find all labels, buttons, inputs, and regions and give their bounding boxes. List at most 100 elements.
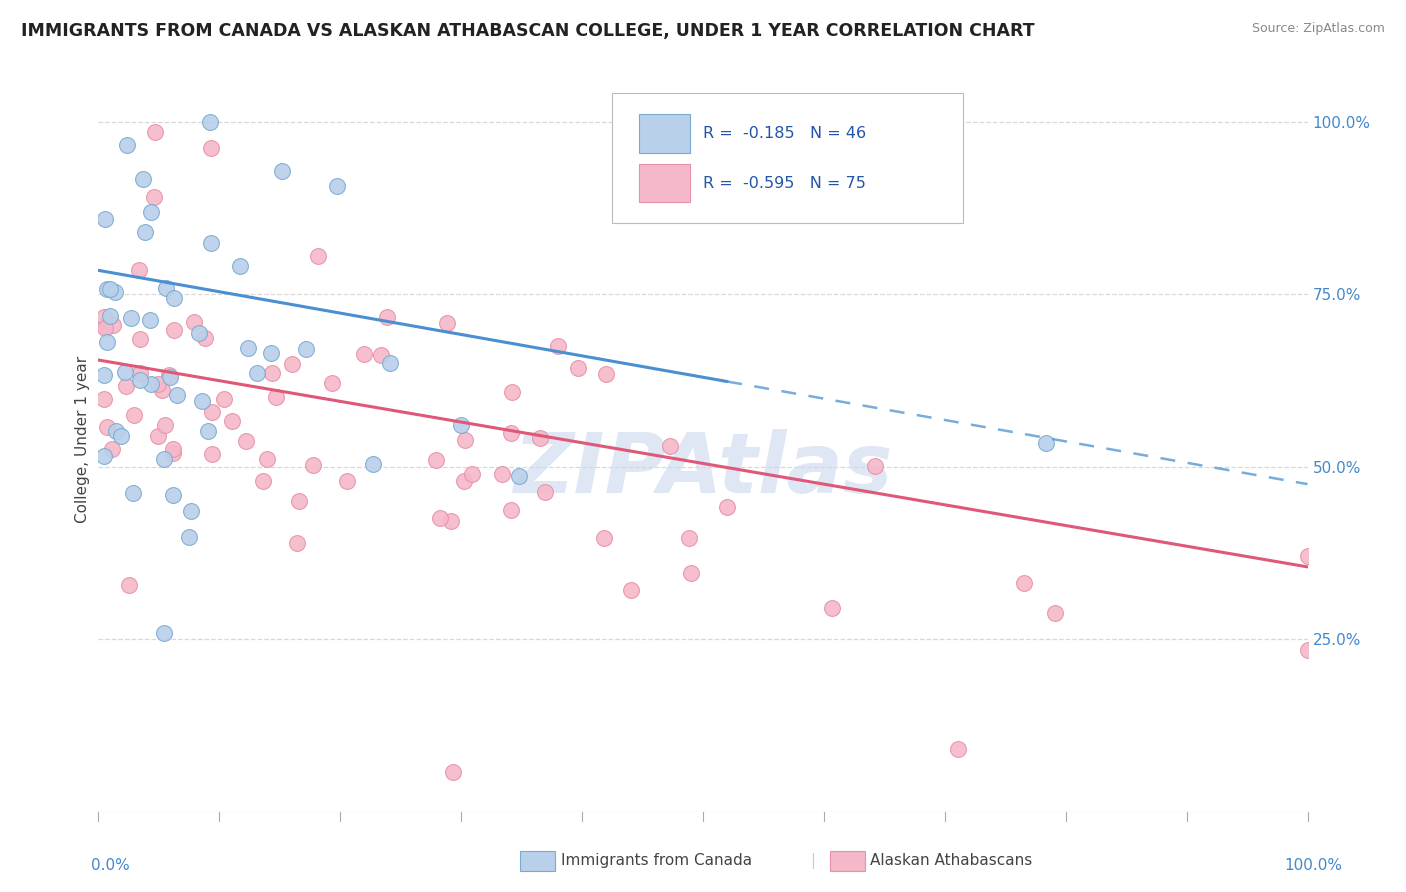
Point <box>260 346 283 360</box>
Point <box>200 235 222 250</box>
Point <box>534 485 557 500</box>
Point <box>201 447 224 461</box>
Point <box>120 311 142 326</box>
Point <box>143 125 166 139</box>
Point <box>262 366 284 380</box>
Point <box>128 262 150 277</box>
Point <box>98 282 121 296</box>
Point <box>162 442 184 456</box>
Point <box>321 376 343 390</box>
Text: ZIPAtlas: ZIPAtlas <box>513 428 893 509</box>
Point <box>179 530 201 544</box>
Text: 100.0%: 100.0% <box>1285 858 1343 873</box>
Point <box>375 310 398 325</box>
Point <box>101 318 124 333</box>
Point <box>264 390 287 404</box>
Point <box>163 291 186 305</box>
Text: 0.0%: 0.0% <box>91 858 131 873</box>
Point <box>454 433 477 447</box>
Point <box>100 309 122 323</box>
Point <box>101 442 124 456</box>
Point <box>567 361 589 376</box>
Bar <box>638 114 690 153</box>
Point <box>197 424 219 438</box>
Point <box>256 451 278 466</box>
Point <box>1296 642 1319 657</box>
Text: |: | <box>810 853 815 869</box>
Point <box>150 383 173 397</box>
Point <box>453 475 475 489</box>
Point <box>162 446 184 460</box>
Text: IMMIGRANTS FROM CANADA VS ALASKAN ATHABASCAN COLLEGE, UNDER 1 YEAR CORRELATION C: IMMIGRANTS FROM CANADA VS ALASKAN ATHABA… <box>21 22 1035 40</box>
Point <box>129 332 152 346</box>
Point <box>114 379 136 393</box>
Point <box>141 376 163 391</box>
Text: Alaskan Athabascans: Alaskan Athabascans <box>870 854 1032 868</box>
Point <box>93 449 115 463</box>
Point <box>501 425 523 440</box>
Point <box>499 502 522 516</box>
Point <box>491 467 513 481</box>
Point <box>201 405 224 419</box>
Point <box>460 467 482 481</box>
Point <box>820 601 842 615</box>
Point <box>595 367 617 381</box>
Point <box>93 310 115 325</box>
Point <box>246 366 269 380</box>
Point <box>180 504 202 518</box>
Point <box>114 365 136 379</box>
Point <box>235 434 257 448</box>
Point <box>501 385 523 400</box>
Point <box>353 346 375 360</box>
Point <box>96 334 118 349</box>
Point <box>159 370 181 384</box>
Point <box>132 172 155 186</box>
Point <box>139 312 162 326</box>
Point <box>1035 436 1057 450</box>
Point <box>212 392 235 406</box>
Point <box>370 348 392 362</box>
Point <box>194 331 217 345</box>
Point <box>104 424 127 438</box>
Y-axis label: College, Under 1 year: College, Under 1 year <box>75 356 90 523</box>
Point <box>157 368 180 382</box>
Point <box>678 532 700 546</box>
Point <box>307 249 329 263</box>
Point <box>129 373 152 387</box>
Point <box>93 318 115 333</box>
Point <box>94 320 117 334</box>
Point <box>191 394 214 409</box>
Point <box>443 765 465 780</box>
Point <box>529 431 551 445</box>
Point <box>450 418 472 433</box>
Point <box>429 511 451 525</box>
Point <box>425 453 447 467</box>
Point <box>716 500 738 515</box>
Point <box>436 317 458 331</box>
Point <box>252 474 274 488</box>
Point <box>110 429 132 443</box>
Text: R =  -0.595   N = 75: R = -0.595 N = 75 <box>703 176 866 191</box>
Point <box>229 259 252 273</box>
Point <box>146 376 169 391</box>
Point <box>236 341 259 355</box>
Point <box>863 458 886 473</box>
Point <box>200 115 222 129</box>
Point <box>162 488 184 502</box>
Point <box>620 583 643 598</box>
Point <box>271 163 294 178</box>
Point <box>547 339 569 353</box>
Point <box>121 485 143 500</box>
Point <box>134 225 156 239</box>
Point <box>281 357 304 371</box>
Point <box>946 742 969 756</box>
Point <box>200 141 222 155</box>
Point <box>124 408 146 422</box>
Point <box>1296 549 1319 563</box>
Point <box>153 417 176 432</box>
Point <box>153 626 176 640</box>
Point <box>93 368 115 383</box>
Point <box>183 315 205 329</box>
Point <box>142 190 165 204</box>
Point <box>285 536 308 550</box>
